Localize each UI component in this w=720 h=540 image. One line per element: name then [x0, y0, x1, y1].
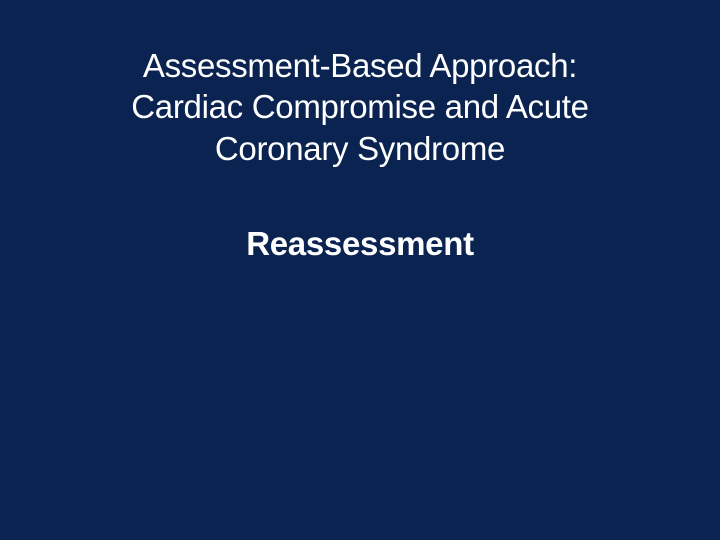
title-line-3: Coronary Syndrome	[0, 128, 720, 169]
presentation-slide: Assessment-Based Approach: Cardiac Compr…	[0, 0, 720, 540]
slide-subtitle: Reassessment	[0, 225, 720, 263]
slide-title: Assessment-Based Approach: Cardiac Compr…	[0, 45, 720, 169]
title-line-1: Assessment-Based Approach:	[0, 45, 720, 86]
title-line-2: Cardiac Compromise and Acute	[0, 86, 720, 127]
